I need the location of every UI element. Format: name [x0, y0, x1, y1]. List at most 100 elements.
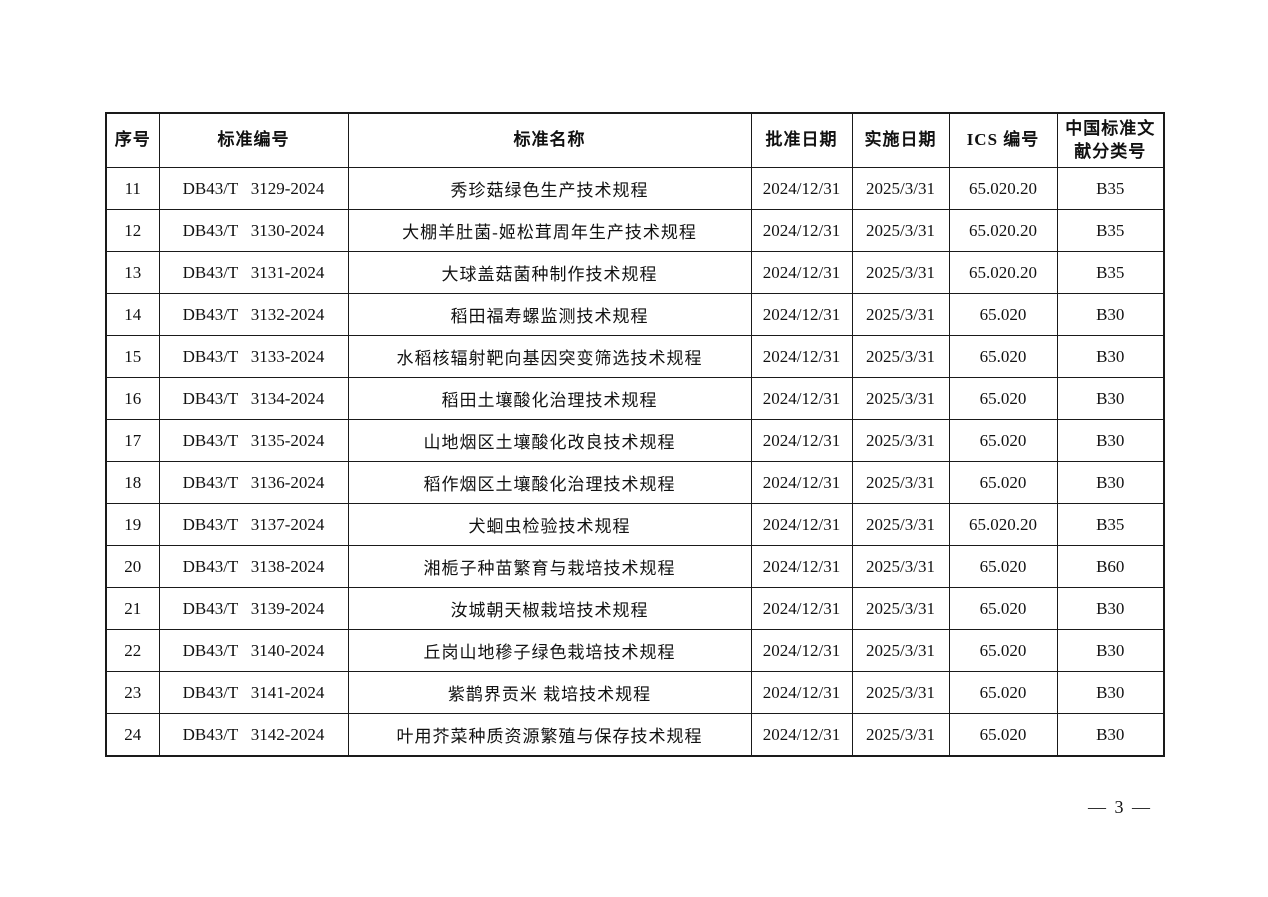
cell-ics: 65.020 [948, 713, 1058, 757]
cell-class: B30 [1056, 461, 1165, 504]
cell-code: DB43/T 3137-2024 [158, 503, 349, 546]
cell-code: DB43/T 3139-2024 [158, 587, 349, 630]
table-row: 15 DB43/T 3133-2024 水稻核辐射靶向基因突变筛选技术规程 2024/… [105, 335, 1165, 378]
cell-approve: 2024/12/31 [750, 629, 853, 672]
cell-ics: 65.020.20 [948, 209, 1058, 252]
table-row: 19 DB43/T 3137-2024 犬蛔虫检验技术规程 2024/12/31 202… [105, 503, 1165, 546]
cell-code: DB43/T 3138-2024 [158, 545, 349, 588]
cell-ics: 65.020 [948, 335, 1058, 378]
cell-ics: 65.020 [948, 587, 1058, 630]
column-header-seq: 序号 [105, 112, 160, 168]
cell-name: 山地烟区土壤酸化改良技术规程 [347, 419, 752, 462]
column-header-name: 标准名称 [347, 112, 752, 168]
cell-class: B35 [1056, 503, 1165, 546]
cell-implement: 2025/3/31 [851, 419, 950, 462]
cell-implement: 2025/3/31 [851, 587, 950, 630]
cell-seq: 18 [105, 461, 160, 504]
column-header-approve: 批准日期 [750, 112, 853, 168]
cell-ics: 65.020 [948, 629, 1058, 672]
cell-implement: 2025/3/31 [851, 167, 950, 210]
cell-seq: 20 [105, 545, 160, 588]
table-row: 13 DB43/T 3131-2024 大球盖菇菌种制作技术规程 2024/12/31… [105, 251, 1165, 294]
table-row: 20 DB43/T 3138-2024 湘栀子种苗繁育与栽培技术规程 2024/12/… [105, 545, 1165, 588]
column-header-class: 中国标准文献分类号 [1056, 112, 1165, 168]
cell-implement: 2025/3/31 [851, 251, 950, 294]
cell-ics: 65.020 [948, 461, 1058, 504]
table-row: 14 DB43/T 3132-2024 稻田福寿螺监测技术规程 2024/12/31 2… [105, 293, 1165, 336]
cell-ics: 65.020 [948, 545, 1058, 588]
cell-implement: 2025/3/31 [851, 293, 950, 336]
cell-implement: 2025/3/31 [851, 671, 950, 714]
cell-class: B30 [1056, 587, 1165, 630]
cell-approve: 2024/12/31 [750, 419, 853, 462]
table-row: 24 DB43/T 3142-2024 叶用芥菜种质资源繁殖与保存技术规程 2024/… [105, 713, 1165, 757]
cell-code: DB43/T 3134-2024 [158, 377, 349, 420]
column-header-implement: 实施日期 [851, 112, 950, 168]
cell-seq: 15 [105, 335, 160, 378]
cell-class: B30 [1056, 629, 1165, 672]
cell-approve: 2024/12/31 [750, 587, 853, 630]
cell-name: 湘栀子种苗繁育与栽培技术规程 [347, 545, 752, 588]
cell-code: DB43/T 3131-2024 [158, 251, 349, 294]
cell-seq: 12 [105, 209, 160, 252]
cell-approve: 2024/12/31 [750, 209, 853, 252]
cell-class: B35 [1056, 209, 1165, 252]
table-row: 21 DB43/T 3139-2024 汝城朝天椒栽培技术规程 2024/12/31 2… [105, 587, 1165, 630]
cell-class: B30 [1056, 713, 1165, 757]
cell-name: 犬蛔虫检验技术规程 [347, 503, 752, 546]
cell-name: 丘岗山地穇子绿色栽培技术规程 [347, 629, 752, 672]
cell-implement: 2025/3/31 [851, 461, 950, 504]
cell-approve: 2024/12/31 [750, 293, 853, 336]
cell-implement: 2025/3/31 [851, 503, 950, 546]
cell-seq: 13 [105, 251, 160, 294]
cell-class: B60 [1056, 545, 1165, 588]
cell-code: DB43/T 3140-2024 [158, 629, 349, 672]
cell-seq: 21 [105, 587, 160, 630]
cell-implement: 2025/3/31 [851, 713, 950, 757]
table-header: 序号 标准编号 标准名称 批准日期 实施日期 ICS 编号 中国标准文献分类号 [105, 112, 1165, 168]
cell-implement: 2025/3/31 [851, 377, 950, 420]
cell-code: DB43/T 3132-2024 [158, 293, 349, 336]
cell-implement: 2025/3/31 [851, 335, 950, 378]
cell-name: 叶用芥菜种质资源繁殖与保存技术规程 [347, 713, 752, 757]
cell-ics: 65.020 [948, 419, 1058, 462]
cell-name: 秀珍菇绿色生产技术规程 [347, 167, 752, 210]
cell-approve: 2024/12/31 [750, 167, 853, 210]
cell-seq: 17 [105, 419, 160, 462]
cell-seq: 14 [105, 293, 160, 336]
cell-name: 稻作烟区土壤酸化治理技术规程 [347, 461, 752, 504]
cell-class: B30 [1056, 335, 1165, 378]
cell-ics: 65.020.20 [948, 251, 1058, 294]
cell-ics: 65.020.20 [948, 167, 1058, 210]
cell-approve: 2024/12/31 [750, 545, 853, 588]
cell-class: B30 [1056, 671, 1165, 714]
table-row: 11 DB43/T 3129-2024 秀珍菇绿色生产技术规程 2024/12/31 2… [105, 167, 1165, 210]
cell-seq: 19 [105, 503, 160, 546]
column-header-code: 标准编号 [158, 112, 349, 168]
cell-class: B30 [1056, 293, 1165, 336]
cell-approve: 2024/12/31 [750, 251, 853, 294]
column-header-ics: ICS 编号 [948, 112, 1058, 168]
cell-name: 稻田福寿螺监测技术规程 [347, 293, 752, 336]
table-row: 16 DB43/T 3134-2024 稻田土壤酸化治理技术规程 2024/12/31… [105, 377, 1165, 420]
cell-seq: 23 [105, 671, 160, 714]
standards-table: 序号 标准编号 标准名称 批准日期 实施日期 ICS 编号 中国标准文献分类号 11 DB43… [105, 112, 1165, 757]
cell-code: DB43/T 3133-2024 [158, 335, 349, 378]
table-row: 23 DB43/T 3141-2024 紫鹊界贡米 栽培技术规程 2024/12/31… [105, 671, 1165, 714]
cell-name: 汝城朝天椒栽培技术规程 [347, 587, 752, 630]
cell-implement: 2025/3/31 [851, 545, 950, 588]
cell-approve: 2024/12/31 [750, 713, 853, 757]
cell-code: DB43/T 3129-2024 [158, 167, 349, 210]
table-row: 17 DB43/T 3135-2024 山地烟区土壤酸化改良技术规程 2024/12/… [105, 419, 1165, 462]
cell-ics: 65.020 [948, 377, 1058, 420]
cell-class: B30 [1056, 419, 1165, 462]
cell-seq: 24 [105, 713, 160, 757]
cell-approve: 2024/12/31 [750, 335, 853, 378]
cell-ics: 65.020 [948, 293, 1058, 336]
cell-approve: 2024/12/31 [750, 377, 853, 420]
cell-name: 紫鹊界贡米 栽培技术规程 [347, 671, 752, 714]
cell-code: DB43/T 3130-2024 [158, 209, 349, 252]
cell-approve: 2024/12/31 [750, 461, 853, 504]
cell-code: DB43/T 3135-2024 [158, 419, 349, 462]
cell-seq: 22 [105, 629, 160, 672]
